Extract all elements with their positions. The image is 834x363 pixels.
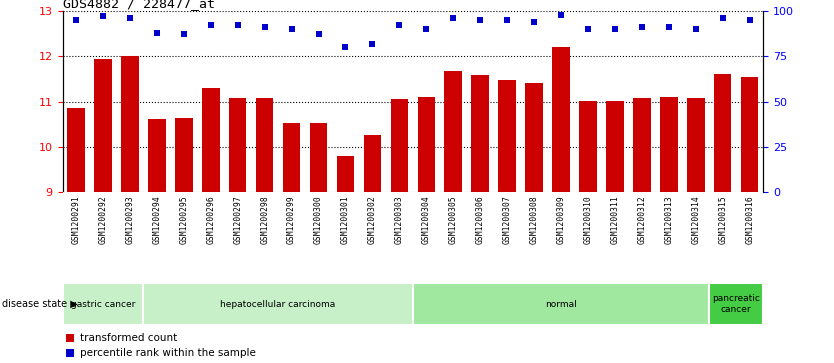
Text: transformed count: transformed count xyxy=(80,333,178,343)
Text: GSM1200297: GSM1200297 xyxy=(234,195,242,244)
Text: disease state ▶: disease state ▶ xyxy=(2,299,78,309)
Point xyxy=(69,17,83,23)
Bar xyxy=(94,58,112,363)
Bar xyxy=(68,109,85,363)
Point xyxy=(743,17,756,23)
Text: GSM1200315: GSM1200315 xyxy=(718,195,727,244)
Bar xyxy=(714,74,731,363)
Bar xyxy=(552,47,570,363)
Bar xyxy=(499,80,516,363)
Bar xyxy=(175,118,193,363)
Point xyxy=(474,17,487,23)
Bar xyxy=(121,56,138,363)
Point xyxy=(636,24,649,30)
Text: GSM1200295: GSM1200295 xyxy=(179,195,188,244)
Point xyxy=(312,32,325,37)
Point xyxy=(470,147,483,153)
Bar xyxy=(143,283,413,325)
Bar xyxy=(709,283,763,325)
Bar xyxy=(741,77,758,363)
Point xyxy=(177,32,190,37)
Point xyxy=(123,15,137,21)
Text: GSM1200310: GSM1200310 xyxy=(584,195,592,244)
Bar xyxy=(390,99,408,363)
Point xyxy=(608,26,621,32)
Point xyxy=(662,24,676,30)
Text: normal: normal xyxy=(545,299,577,309)
Bar xyxy=(364,135,381,363)
Text: GSM1200312: GSM1200312 xyxy=(637,195,646,244)
Bar xyxy=(256,98,274,363)
Point xyxy=(500,17,514,23)
Bar xyxy=(63,283,143,325)
Bar xyxy=(413,283,709,325)
Bar xyxy=(445,71,462,363)
Text: hepatocellular carcinoma: hepatocellular carcinoma xyxy=(220,299,336,309)
Point xyxy=(555,12,568,17)
Point xyxy=(716,15,730,21)
Point xyxy=(366,41,379,46)
Bar xyxy=(283,123,300,363)
Point xyxy=(231,23,244,28)
Text: GSM1200301: GSM1200301 xyxy=(341,195,350,244)
Text: GSM1200305: GSM1200305 xyxy=(449,195,458,244)
Point xyxy=(96,13,109,19)
Text: GSM1200306: GSM1200306 xyxy=(475,195,485,244)
Text: GSM1200303: GSM1200303 xyxy=(394,195,404,244)
Point xyxy=(689,26,702,32)
Text: GSM1200294: GSM1200294 xyxy=(153,195,161,244)
Bar xyxy=(202,88,219,363)
Text: GSM1200316: GSM1200316 xyxy=(745,195,754,244)
Text: gastric cancer: gastric cancer xyxy=(71,299,135,309)
Bar xyxy=(148,119,166,363)
Bar xyxy=(418,97,435,363)
Text: GSM1200302: GSM1200302 xyxy=(368,195,377,244)
Bar xyxy=(471,75,489,363)
Bar xyxy=(633,98,651,363)
Bar xyxy=(579,101,597,363)
Text: GSM1200307: GSM1200307 xyxy=(503,195,511,244)
Point xyxy=(150,30,163,36)
Point xyxy=(527,19,540,25)
Point xyxy=(258,24,271,30)
Text: pancreatic
cancer: pancreatic cancer xyxy=(712,294,760,314)
Text: GSM1200300: GSM1200300 xyxy=(314,195,323,244)
Point xyxy=(581,26,595,32)
Bar xyxy=(337,156,354,363)
Text: GSM1200304: GSM1200304 xyxy=(422,195,431,244)
Point xyxy=(420,26,433,32)
Text: GSM1200314: GSM1200314 xyxy=(691,195,701,244)
Text: GSM1200313: GSM1200313 xyxy=(665,195,673,244)
Text: GSM1200292: GSM1200292 xyxy=(98,195,108,244)
Text: GSM1200298: GSM1200298 xyxy=(260,195,269,244)
Point xyxy=(446,15,460,21)
Text: GSM1200293: GSM1200293 xyxy=(125,195,134,244)
Text: GDS4882 / 228477_at: GDS4882 / 228477_at xyxy=(63,0,214,10)
Bar xyxy=(229,98,247,363)
Point xyxy=(393,23,406,28)
Bar xyxy=(660,97,677,363)
Text: GSM1200299: GSM1200299 xyxy=(287,195,296,244)
Text: GSM1200308: GSM1200308 xyxy=(530,195,539,244)
Bar xyxy=(606,101,624,363)
Bar xyxy=(687,98,705,363)
Bar xyxy=(309,123,327,363)
Text: GSM1200296: GSM1200296 xyxy=(206,195,215,244)
Text: GSM1200311: GSM1200311 xyxy=(610,195,620,244)
Point xyxy=(339,44,352,50)
Text: percentile rank within the sample: percentile rank within the sample xyxy=(80,348,256,358)
Point xyxy=(470,281,483,286)
Bar xyxy=(525,83,543,363)
Text: GSM1200309: GSM1200309 xyxy=(556,195,565,244)
Text: GSM1200291: GSM1200291 xyxy=(72,195,81,244)
Point xyxy=(204,23,218,28)
Point xyxy=(285,26,299,32)
